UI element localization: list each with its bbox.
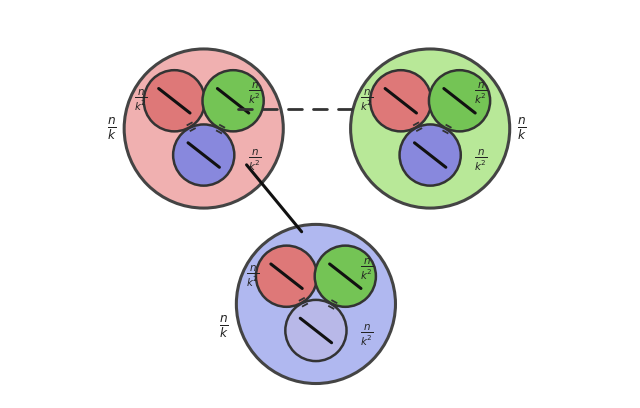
Text: $\frac{n}{k^2}$: $\frac{n}{k^2}$ [360, 88, 374, 113]
Text: $\frac{n}{k^2}$: $\frac{n}{k^2}$ [134, 88, 147, 113]
Circle shape [236, 224, 396, 384]
Text: $\frac{n}{k^2}$: $\frac{n}{k^2}$ [246, 264, 259, 289]
Circle shape [285, 300, 346, 361]
Text: $\frac{n}{k^2}$: $\frac{n}{k^2}$ [474, 148, 488, 173]
Circle shape [399, 124, 461, 186]
Circle shape [124, 49, 284, 208]
Circle shape [429, 70, 490, 131]
Circle shape [351, 49, 509, 208]
Circle shape [144, 70, 205, 131]
Text: $\frac{n}{k^2}$: $\frac{n}{k^2}$ [248, 81, 262, 106]
Text: $\frac{n}{k}$: $\frac{n}{k}$ [107, 115, 116, 142]
Text: $\frac{n}{k^2}$: $\frac{n}{k^2}$ [248, 148, 262, 173]
Text: $\frac{n}{k}$: $\frac{n}{k}$ [220, 313, 229, 339]
Circle shape [202, 70, 264, 131]
Text: $\frac{n}{k}$: $\frac{n}{k}$ [517, 115, 527, 142]
Text: $\frac{n}{k^2}$: $\frac{n}{k^2}$ [360, 323, 374, 348]
Text: $\frac{n}{k^2}$: $\frac{n}{k^2}$ [360, 257, 374, 282]
Circle shape [370, 70, 431, 131]
Circle shape [315, 246, 376, 307]
Text: $\frac{n}{k^2}$: $\frac{n}{k^2}$ [474, 81, 488, 106]
Circle shape [173, 124, 234, 186]
Circle shape [256, 246, 317, 307]
